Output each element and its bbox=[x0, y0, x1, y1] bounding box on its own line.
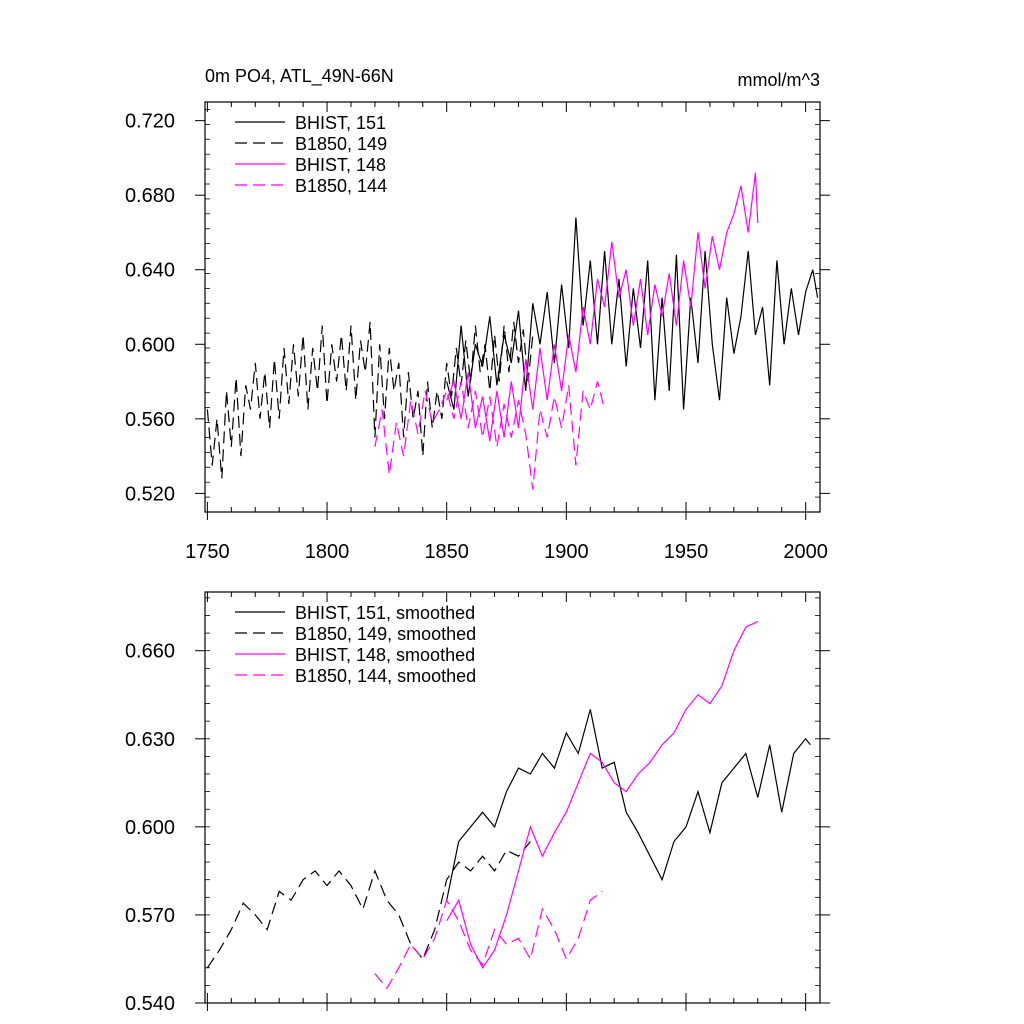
x-tick-label: 2000 bbox=[783, 541, 828, 563]
legend-label: BHIST, 148 bbox=[295, 155, 386, 175]
y-tick-label: 0.520 bbox=[125, 483, 175, 505]
legend-label: BHIST, 151 bbox=[295, 113, 386, 133]
y-tick-label: 0.540 bbox=[125, 993, 175, 1015]
legend-label: BHIST, 148, smoothed bbox=[295, 645, 475, 665]
x-tick-label: 1900 bbox=[544, 541, 589, 563]
x-tick-label: 1850 bbox=[424, 541, 469, 563]
series-line-0 bbox=[446, 217, 819, 410]
series-line-3 bbox=[374, 890, 603, 990]
plot-frame bbox=[204, 591, 821, 1004]
y-tick-label: 0.560 bbox=[125, 409, 175, 431]
x-tick-label: 1750 bbox=[185, 541, 230, 563]
series-line-3 bbox=[374, 381, 606, 490]
y-tick-label: 0.660 bbox=[125, 641, 175, 663]
y-tick-label: 0.630 bbox=[125, 729, 175, 751]
legend-label: BHIST, 151, smoothed bbox=[295, 603, 475, 623]
series-line-2 bbox=[446, 620, 759, 969]
series-line-0 bbox=[446, 709, 811, 901]
y-tick-label: 0.680 bbox=[125, 185, 175, 207]
series-line-2 bbox=[446, 172, 759, 442]
units-label: mmol/m^3 bbox=[738, 70, 820, 90]
chart-title: 0m PO4, ATL_49N-66N bbox=[205, 66, 394, 87]
legend-label: B1850, 144, smoothed bbox=[295, 666, 476, 686]
y-tick-label: 0.640 bbox=[125, 260, 175, 282]
legend-label: B1850, 149, smoothed bbox=[295, 624, 476, 644]
legend-label: B1850, 149 bbox=[295, 134, 387, 154]
top-panel: 1750 1800 1850 1900 1950 2000 0.520 0.560 0.600 0… bbox=[125, 101, 830, 563]
y-tick-label: 0.600 bbox=[125, 334, 175, 356]
y-tick-label: 0.570 bbox=[125, 905, 175, 927]
x-tick-label: 1800 bbox=[305, 541, 350, 563]
legend-label: B1850, 144 bbox=[295, 176, 387, 196]
y-tick-label: 0.600 bbox=[125, 817, 175, 839]
series-line-1 bbox=[206, 321, 534, 479]
plot-frame bbox=[204, 101, 821, 513]
y-tick-label: 0.720 bbox=[125, 111, 175, 133]
x-tick-label: 1950 bbox=[664, 541, 709, 563]
bottom-panel: 0.540 0.570 0.600 0.630 0.660 BHIST, 151, smo… bbox=[125, 591, 830, 1015]
series-line-1 bbox=[206, 841, 531, 969]
